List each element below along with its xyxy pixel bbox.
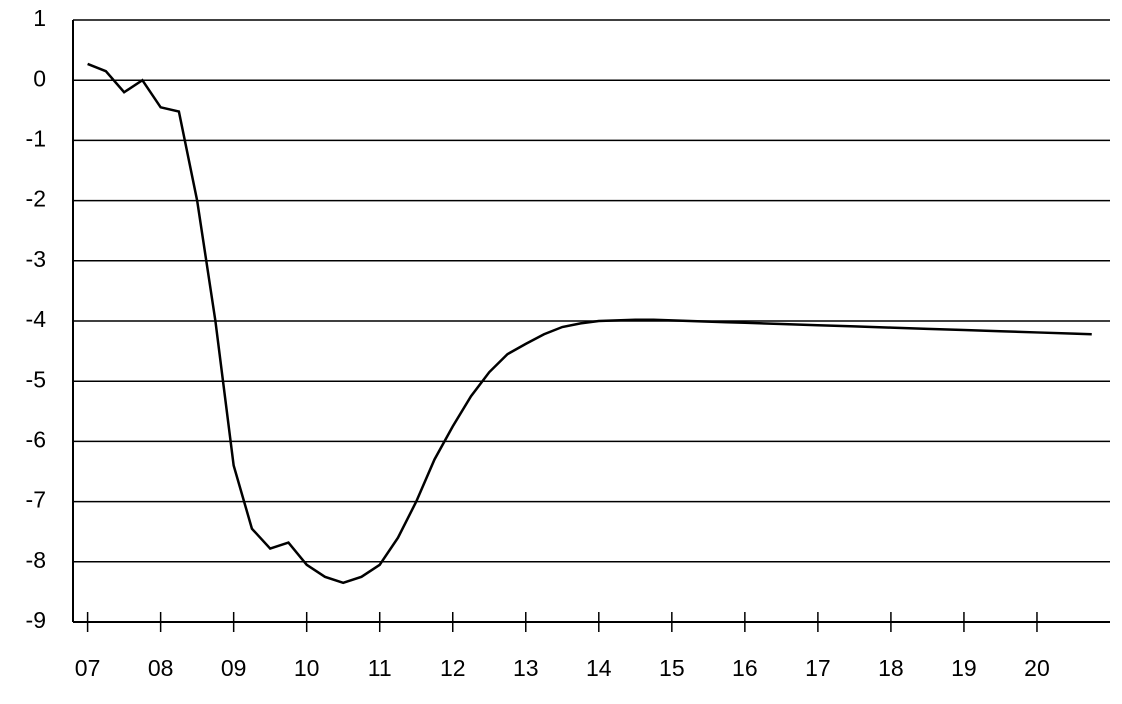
y-tick-label: -7 bbox=[26, 487, 46, 513]
x-tick-label: 07 bbox=[75, 655, 101, 681]
x-tick-label: 09 bbox=[221, 655, 247, 681]
line-series bbox=[87, 62, 1092, 585]
x-tick-label: 20 bbox=[1024, 655, 1050, 681]
x-tick-label: 16 bbox=[732, 655, 758, 681]
x-tick-label: 18 bbox=[878, 655, 904, 681]
y-tick-label: -1 bbox=[26, 125, 46, 151]
y-tick-label: -2 bbox=[26, 186, 46, 212]
y-tick-label: -5 bbox=[26, 366, 46, 392]
x-tick-label: 15 bbox=[659, 655, 685, 681]
y-tick-label: -3 bbox=[26, 246, 46, 272]
y-tick-label: -6 bbox=[26, 426, 46, 452]
x-tick-label: 19 bbox=[951, 655, 977, 681]
y-tick-label: 0 bbox=[33, 65, 46, 91]
x-tick-label: 11 bbox=[368, 655, 392, 681]
y-tick-label: 1 bbox=[33, 5, 46, 31]
x-tick-label: 12 bbox=[440, 655, 466, 681]
y-tick-label: -9 bbox=[26, 607, 46, 633]
x-tick-label: 17 bbox=[805, 655, 831, 681]
x-tick-label: 14 bbox=[586, 655, 612, 681]
x-tick-label: 08 bbox=[148, 655, 174, 681]
y-tick-label: -4 bbox=[26, 306, 47, 332]
y-tick-label: -8 bbox=[26, 547, 46, 573]
x-tick-label: 13 bbox=[513, 655, 539, 681]
x-tick-label: 10 bbox=[294, 655, 320, 681]
